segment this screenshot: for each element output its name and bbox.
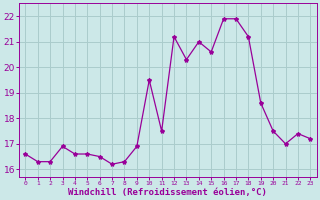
X-axis label: Windchill (Refroidissement éolien,°C): Windchill (Refroidissement éolien,°C): [68, 188, 267, 197]
